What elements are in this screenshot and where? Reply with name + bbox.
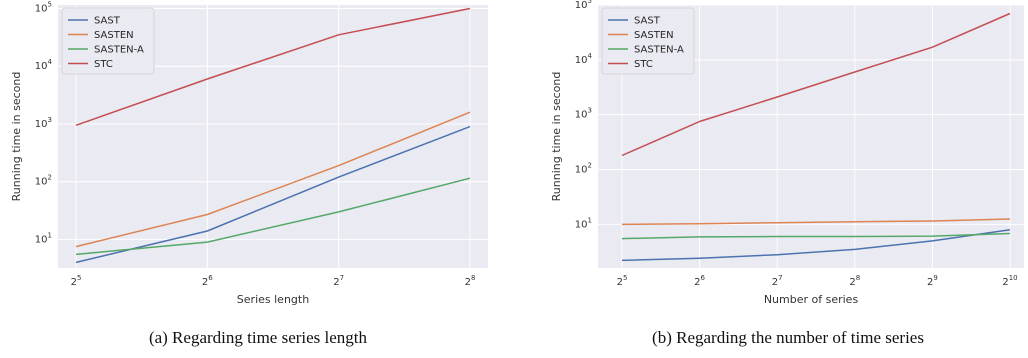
chart-a-y-tick-base: 10 [35,61,48,72]
chart-a-legend-label-sasten-a: SASTEN-A [94,45,144,56]
chart-b-y-tick-base: 10 [575,110,588,121]
chart-a-x-tick-exponent: 5 [77,274,81,282]
chart-b-x-tick-label: 29 [927,274,938,288]
chart-a-legend-box [61,7,155,75]
chart-b-x-tick-label: 27 [772,274,783,288]
chart-b-x-tick-base: 2 [617,277,623,288]
chart-a-y-tick-base: 10 [35,119,48,130]
chart-b-x-tick-exponent: 7 [778,274,782,282]
chart-b-x-tick-exponent: 8 [856,274,860,282]
chart-b-x-tick-exponent: 9 [933,274,937,282]
chart-a-legend-label-stc: STC [94,59,113,70]
chart-a-x-tick-exponent: 8 [471,274,475,282]
chart-a-x-axis-label: Series length [237,293,309,306]
chart-b-y-tick-label: 102 [575,162,592,176]
chart-a-series-sast [75,125,471,264]
chart-a-legend-label-sasten: SASTEN [94,30,134,41]
chart-a-y-tick-exponent: 3 [48,116,52,124]
chart-b-legend-box [601,7,695,75]
chart-b-x-axis-label: Number of series [764,293,859,306]
chart-a-y-tick-label: 101 [35,231,52,245]
chart-b-x-tick-exponent: 10 [1009,274,1018,282]
chart-a-x-tick-label: 26 [202,274,213,288]
chart-a-series-sasten [75,111,471,248]
chart-b-series-stc [621,12,1011,157]
chart-a-x-tick-exponent: 7 [340,274,344,282]
chart-b-legend-label-sasten-a: SASTEN-A [634,45,684,56]
chart-a-y-tick-base: 10 [35,234,48,245]
chart-b-y-tick-exponent: 5 [588,0,592,5]
chart-b-legend-label-sasten: SASTEN [634,30,674,41]
chart-b-y-tick-exponent: 3 [588,107,592,115]
chart-a-y-tick-base: 10 [35,177,48,188]
chart-a-y-tick-label: 105 [35,1,52,15]
chart-a-y-tick-label: 102 [35,174,52,188]
chart-b-y-tick-base: 10 [575,0,588,11]
chart-b-y-tick-base: 10 [575,165,588,176]
chart-b-series-sasten-a [621,232,1011,240]
chart-b-x-tick-label: 210 [1002,274,1017,288]
chart-a-y-tick-exponent: 1 [48,231,52,239]
chart-a-series-sasten-a [75,177,471,256]
chart-a-legend: SAST SASTEN SASTEN-A STC [61,7,155,75]
chart-a-y-axis-label: Running time in second [10,72,23,202]
chart-a-x-tick-base: 2 [71,277,77,288]
chart-b-x-tick-base: 2 [927,277,933,288]
chart-b-y-tick-exponent: 2 [588,162,592,170]
chart-b-x-tick-label: 25 [617,274,628,288]
chart-b-legend: SAST SASTEN SASTEN-A STC [601,7,695,75]
chart-b-y-tick-base: 10 [575,55,588,66]
chart-a-x-tick-base: 2 [465,277,471,288]
chart-a-x-tick-exponent: 6 [208,274,213,282]
chart-b-x-tick-base: 2 [772,277,778,288]
chart-a-y-tick-label: 104 [35,58,53,72]
chart-a-y-tick-exponent: 2 [48,174,52,182]
chart-b-x-tick-label: 28 [849,274,860,288]
chart-b-legend-label-stc: STC [634,59,653,70]
chart-b-legend-label-sast: SAST [634,16,661,27]
chart-b-y-tick-base: 10 [575,219,588,230]
chart-b-x-tick-base: 2 [1002,277,1008,288]
chart-b-y-tick-label: 101 [575,216,592,230]
chart-a-series-stc [75,7,471,127]
chart-b-y-tick-exponent: 4 [588,52,593,60]
chart-a-x-tick-base: 2 [202,277,208,288]
chart-b-y-tick-exponent: 1 [588,216,592,224]
chart-b-series-sast [621,228,1011,262]
chart-b-x-tick-exponent: 5 [623,274,627,282]
chart-a-x-tick-label: 27 [333,274,344,288]
caption-b: (b) Regarding the number of time series [652,328,924,347]
chart-b-x-tick-label: 26 [694,274,705,288]
chart-a-legend-label-sast: SAST [94,16,121,27]
caption-a: (a) Regarding time series length [149,328,368,347]
chart-b-y-tick-label: 104 [575,52,593,66]
chart-b-x-tick-base: 2 [849,277,855,288]
chart-b-series-sasten [621,218,1011,226]
chart-a-x-tick-label: 28 [465,274,476,288]
chart-a-y-tick-exponent: 5 [48,1,52,9]
chart-a-y-tick-exponent: 4 [48,58,53,66]
chart-a-x-tick-label: 25 [71,274,82,288]
chart-b-y-axis-label: Running time in second [550,72,563,202]
chart-a-y-tick-base: 10 [35,4,48,15]
chart-b-x-tick-exponent: 6 [701,274,706,282]
chart-b-y-tick-label: 105 [575,0,592,11]
chart-a-x-tick-base: 2 [333,277,339,288]
chart-b-x-tick-base: 2 [694,277,700,288]
chart-b-y-tick-label: 103 [575,107,592,121]
chart-a-y-tick-label: 103 [35,116,52,130]
